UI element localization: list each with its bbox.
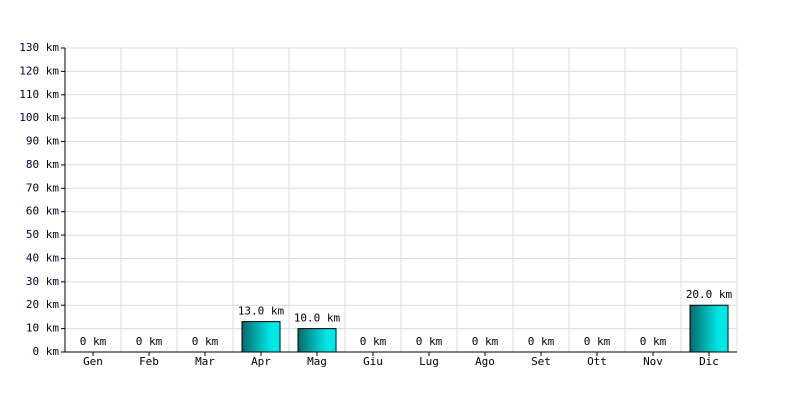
y-tick-label: 10 km [26, 322, 59, 335]
value-label: 0 km [640, 335, 667, 348]
value-label: 10.0 km [294, 312, 341, 325]
value-label: 20.0 km [686, 288, 733, 301]
value-label: 0 km [416, 335, 443, 348]
y-tick-label: 40 km [26, 251, 59, 264]
value-label: 0 km [528, 335, 555, 348]
y-tick-label: 60 km [26, 205, 59, 218]
bar [297, 328, 337, 353]
y-tick-label: 80 km [26, 158, 59, 171]
x-tick-label: Ott [587, 355, 607, 368]
x-tick-label: Ago [475, 355, 495, 368]
value-label: 0 km [360, 335, 387, 348]
x-tick-label: Mag [307, 355, 327, 368]
value-label: 0 km [192, 335, 219, 348]
y-tick-label: 130 km [19, 41, 59, 54]
y-tick-label: 100 km [19, 111, 59, 124]
y-tick-label: 20 km [26, 298, 59, 311]
value-label: 0 km [80, 335, 107, 348]
y-tick-label: 50 km [26, 228, 59, 241]
value-label: 13.0 km [238, 305, 285, 318]
x-tick-label: Apr [251, 355, 271, 368]
y-tick-label: 90 km [26, 135, 59, 148]
bar [241, 321, 281, 353]
x-tick-label: Set [531, 355, 551, 368]
x-tick-label: Nov [643, 355, 663, 368]
x-tick-label: Lug [419, 355, 439, 368]
x-tick-label: Dic [699, 355, 719, 368]
y-tick-label: 30 km [26, 275, 59, 288]
x-tick-label: Giu [363, 355, 383, 368]
bar [689, 304, 729, 353]
y-tick-label: 110 km [19, 88, 59, 101]
value-label: 0 km [136, 335, 163, 348]
y-tick-label: 0 km [33, 345, 60, 358]
value-label: 0 km [584, 335, 611, 348]
y-tick-label: 70 km [26, 181, 59, 194]
x-tick-label: Mar [195, 355, 215, 368]
x-tick-label: Gen [83, 355, 103, 368]
y-tick-label: 120 km [19, 64, 59, 77]
value-label: 0 km [472, 335, 499, 348]
x-tick-label: Feb [139, 355, 159, 368]
